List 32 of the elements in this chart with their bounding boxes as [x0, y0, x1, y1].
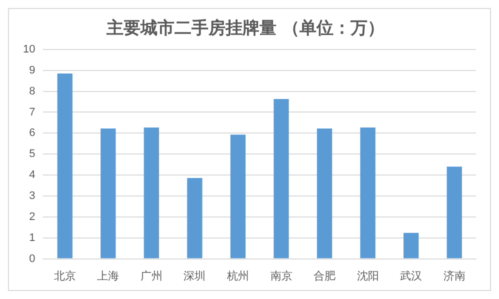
bar [57, 73, 72, 258]
bar [230, 134, 246, 258]
y-tick-label: 6 [29, 127, 36, 140]
y-tick-label: 0 [29, 252, 36, 265]
x-tick-label: 广州 [140, 269, 162, 282]
bar [446, 166, 462, 258]
x-tick-label: 深圳 [184, 269, 206, 282]
x-tick-label: 合肥 [314, 269, 336, 282]
x-tick-label: 沈阳 [356, 269, 379, 282]
y-tick-label: 3 [29, 190, 36, 202]
bar [274, 99, 289, 258]
bar [404, 232, 419, 258]
bar [187, 178, 202, 258]
x-tick-label: 杭州 [226, 269, 249, 282]
y-tick-label: 1 [29, 232, 36, 244]
x-tick-label: 上海 [97, 269, 120, 282]
y-tick-label: 10 [22, 43, 36, 56]
bar [360, 128, 376, 258]
bar [100, 128, 116, 258]
x-tick-label: 武汉 [400, 269, 422, 282]
y-tick-label: 7 [29, 106, 36, 118]
y-tick-label: 8 [29, 85, 36, 98]
y-tick-label: 5 [29, 148, 36, 160]
y-tick-label: 9 [29, 64, 36, 76]
y-tick-label: 2 [29, 210, 36, 223]
x-tick-label: 北京 [54, 269, 76, 282]
y-tick-label: 4 [29, 169, 36, 182]
chart-title: 主要城市二手房挂牌量 （单位：万） [106, 18, 384, 39]
x-tick-label: 济南 [443, 269, 466, 282]
bar [144, 128, 159, 258]
x-tick-label: 南京 [270, 269, 292, 282]
bar [316, 128, 332, 258]
